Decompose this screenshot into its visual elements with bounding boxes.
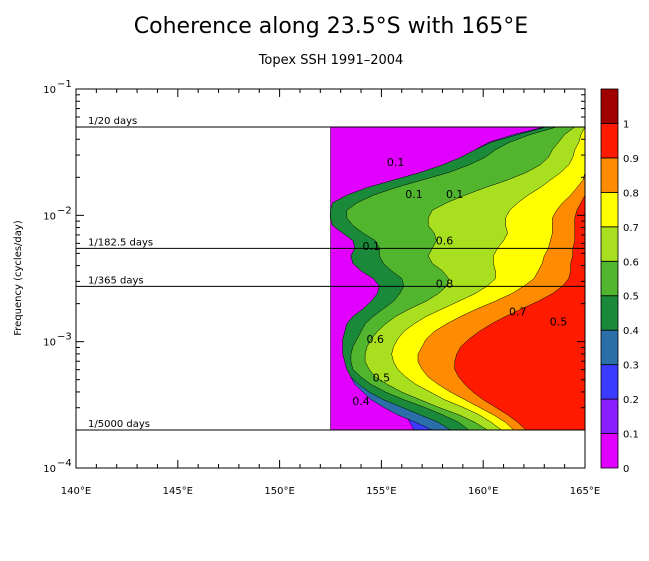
y-tick-label: 10 — [43, 338, 56, 349]
colorbar-swatch — [600, 433, 619, 469]
y-tick-exponent: −2 — [57, 205, 72, 216]
y-tick-exponent: −3 — [57, 332, 72, 343]
contour-label: 0.1 — [387, 156, 405, 169]
x-tick-label: 155°E — [366, 486, 396, 497]
x-axis: 140°E 145°E 150°E 155°E 160°E 165°E — [61, 89, 600, 497]
y-axis-label: Frequency (cycles/day) — [13, 220, 24, 336]
colorbar-label: 0.5 — [623, 292, 639, 303]
x-tick-label: 165°E — [570, 486, 600, 497]
x-tick-label: 145°E — [163, 486, 193, 497]
period-line-label: 1/365 days — [88, 275, 144, 286]
colorbar-label: 0.2 — [623, 395, 639, 406]
colorbar-swatch — [600, 157, 619, 193]
period-line-label: 1/20 days — [88, 116, 137, 127]
colorbar-label: 0.9 — [623, 154, 639, 165]
colorbar-label: 0.7 — [623, 223, 639, 234]
colorbar-label: 0.4 — [623, 326, 639, 337]
colorbar-swatch — [600, 88, 619, 124]
period-line-label: 1/182.5 days — [88, 237, 153, 248]
y-axis: 10−110−210−310−4 — [43, 79, 585, 475]
colorbar: 0 0.1 0.2 0.3 0.4 0.5 0.6 0.7 0.8 0.9 1 — [600, 88, 639, 475]
contour-label: 0.6 — [436, 235, 454, 248]
colorbar-swatch — [600, 226, 619, 262]
colorbar-label: 0 — [623, 464, 629, 475]
x-tick-label: 150°E — [264, 486, 294, 497]
y-tick-label: 10 — [43, 85, 56, 96]
contour-label: 0.7 — [509, 305, 527, 318]
colorbar-label: 0.6 — [623, 257, 639, 268]
period-line-label: 1/5000 days — [88, 419, 150, 430]
colorbar-label: 0.8 — [623, 188, 639, 199]
x-tick-label: 140°E — [61, 486, 91, 497]
chart-title: Coherence along 23.5°S with 165°E — [134, 14, 528, 39]
y-tick-exponent: −4 — [57, 458, 72, 469]
period-lines: 1/20 days 1/182.5 days 1/365 days 1/5000 da… — [76, 116, 585, 431]
plot-area: 1/20 days 1/182.5 days 1/365 days 1/5000 da… — [43, 79, 600, 497]
colorbar-swatch — [600, 295, 619, 331]
contour-label: 0.1 — [362, 240, 380, 253]
contour-label: 0.4 — [352, 395, 370, 408]
chart-subtitle: Topex SSH 1991–2004 — [258, 53, 404, 68]
colorbar-swatch — [600, 329, 619, 366]
y-tick-label: 10 — [43, 464, 56, 475]
y-tick-label: 10 — [43, 211, 56, 222]
contour-label: 0.6 — [367, 333, 385, 346]
colorbar-swatch — [600, 123, 619, 159]
contour-label: 0.1 — [446, 188, 464, 201]
x-tick-label: 160°E — [468, 486, 498, 497]
coherence-field — [330, 126, 586, 431]
colorbar-swatch — [600, 260, 619, 297]
contour-labels: 0.10.1 0.10.60.10.80.70.50.60.50.4 — [352, 156, 567, 408]
colorbar-swatch — [600, 364, 619, 400]
plot-frame — [75, 88, 586, 469]
colorbar-label: 0.1 — [623, 430, 639, 441]
y-tick-exponent: −1 — [57, 79, 72, 90]
colorbar-label: 0.3 — [623, 361, 639, 372]
contour-label: 0.1 — [405, 188, 423, 201]
contour-label: 0.5 — [550, 316, 568, 329]
colorbar-swatch — [600, 398, 619, 434]
colorbar-swatch — [600, 191, 619, 228]
colorbar-label: 1 — [623, 119, 629, 130]
contour-label: 0.5 — [373, 372, 391, 385]
contour-label: 0.8 — [436, 277, 454, 290]
